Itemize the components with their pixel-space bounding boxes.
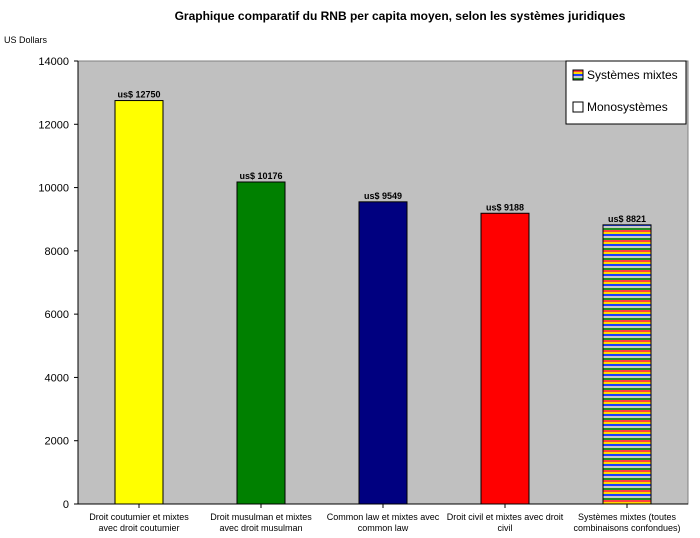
y-tick-label: 4000	[45, 372, 69, 384]
bar-1	[114, 100, 164, 505]
y-ticks: 0 2000 4000 6000 8000 10000 12000 14000	[38, 56, 78, 511]
legend-label-mixed: Systèmes mixtes	[587, 68, 678, 82]
legend-label-mono: Monosystèmes	[587, 100, 668, 114]
y-tick-label: 14000	[38, 56, 69, 68]
category-label-4: Droit civil et mixtes avec droit civil	[447, 512, 564, 533]
y-tick-label: 10000	[38, 183, 69, 195]
category-label-2: Droit musulman et mixtes avec droit musul…	[210, 512, 312, 533]
legend-swatch-mono	[572, 101, 584, 113]
y-tick-label: 12000	[38, 119, 69, 131]
data-label-4: us$ 9188	[486, 202, 524, 212]
bar-5	[602, 224, 652, 505]
category-label-5: Systèmes mixtes (toutes combinaisons conf…	[573, 512, 680, 533]
y-axis-label: US Dollars	[4, 35, 48, 45]
y-tick-label: 2000	[45, 436, 69, 448]
legend-swatch-mixed	[572, 69, 584, 81]
data-label-3: us$ 9549	[364, 191, 402, 201]
bar-4	[480, 212, 530, 505]
category-labels: Droit coutumier et mixtes avec droit cout…	[89, 512, 680, 533]
category-label-3: Common law et mixtes avec common law	[327, 512, 440, 533]
y-tick-label: 8000	[45, 246, 69, 258]
data-label-2: us$ 10176	[239, 171, 282, 181]
y-tick-label: 6000	[45, 309, 69, 321]
y-tick-label: 0	[63, 499, 69, 511]
legend: Systèmes mixtes Monosystèmes	[565, 60, 687, 125]
chart-title: Graphique comparatif du RNB per capita m…	[175, 9, 626, 23]
data-labels: us$ 12750 us$ 10176 us$ 9549 us$ 9188 us$ 88…	[117, 90, 646, 224]
data-label-5: us$ 8821	[608, 214, 646, 224]
category-label-1: Droit coutumier et mixtes avec droit cout…	[89, 512, 189, 533]
bar-2	[236, 181, 286, 505]
bar-3	[358, 201, 408, 505]
bars	[114, 100, 652, 508]
legend-box	[565, 60, 687, 125]
data-label-1: us$ 12750	[117, 90, 160, 100]
